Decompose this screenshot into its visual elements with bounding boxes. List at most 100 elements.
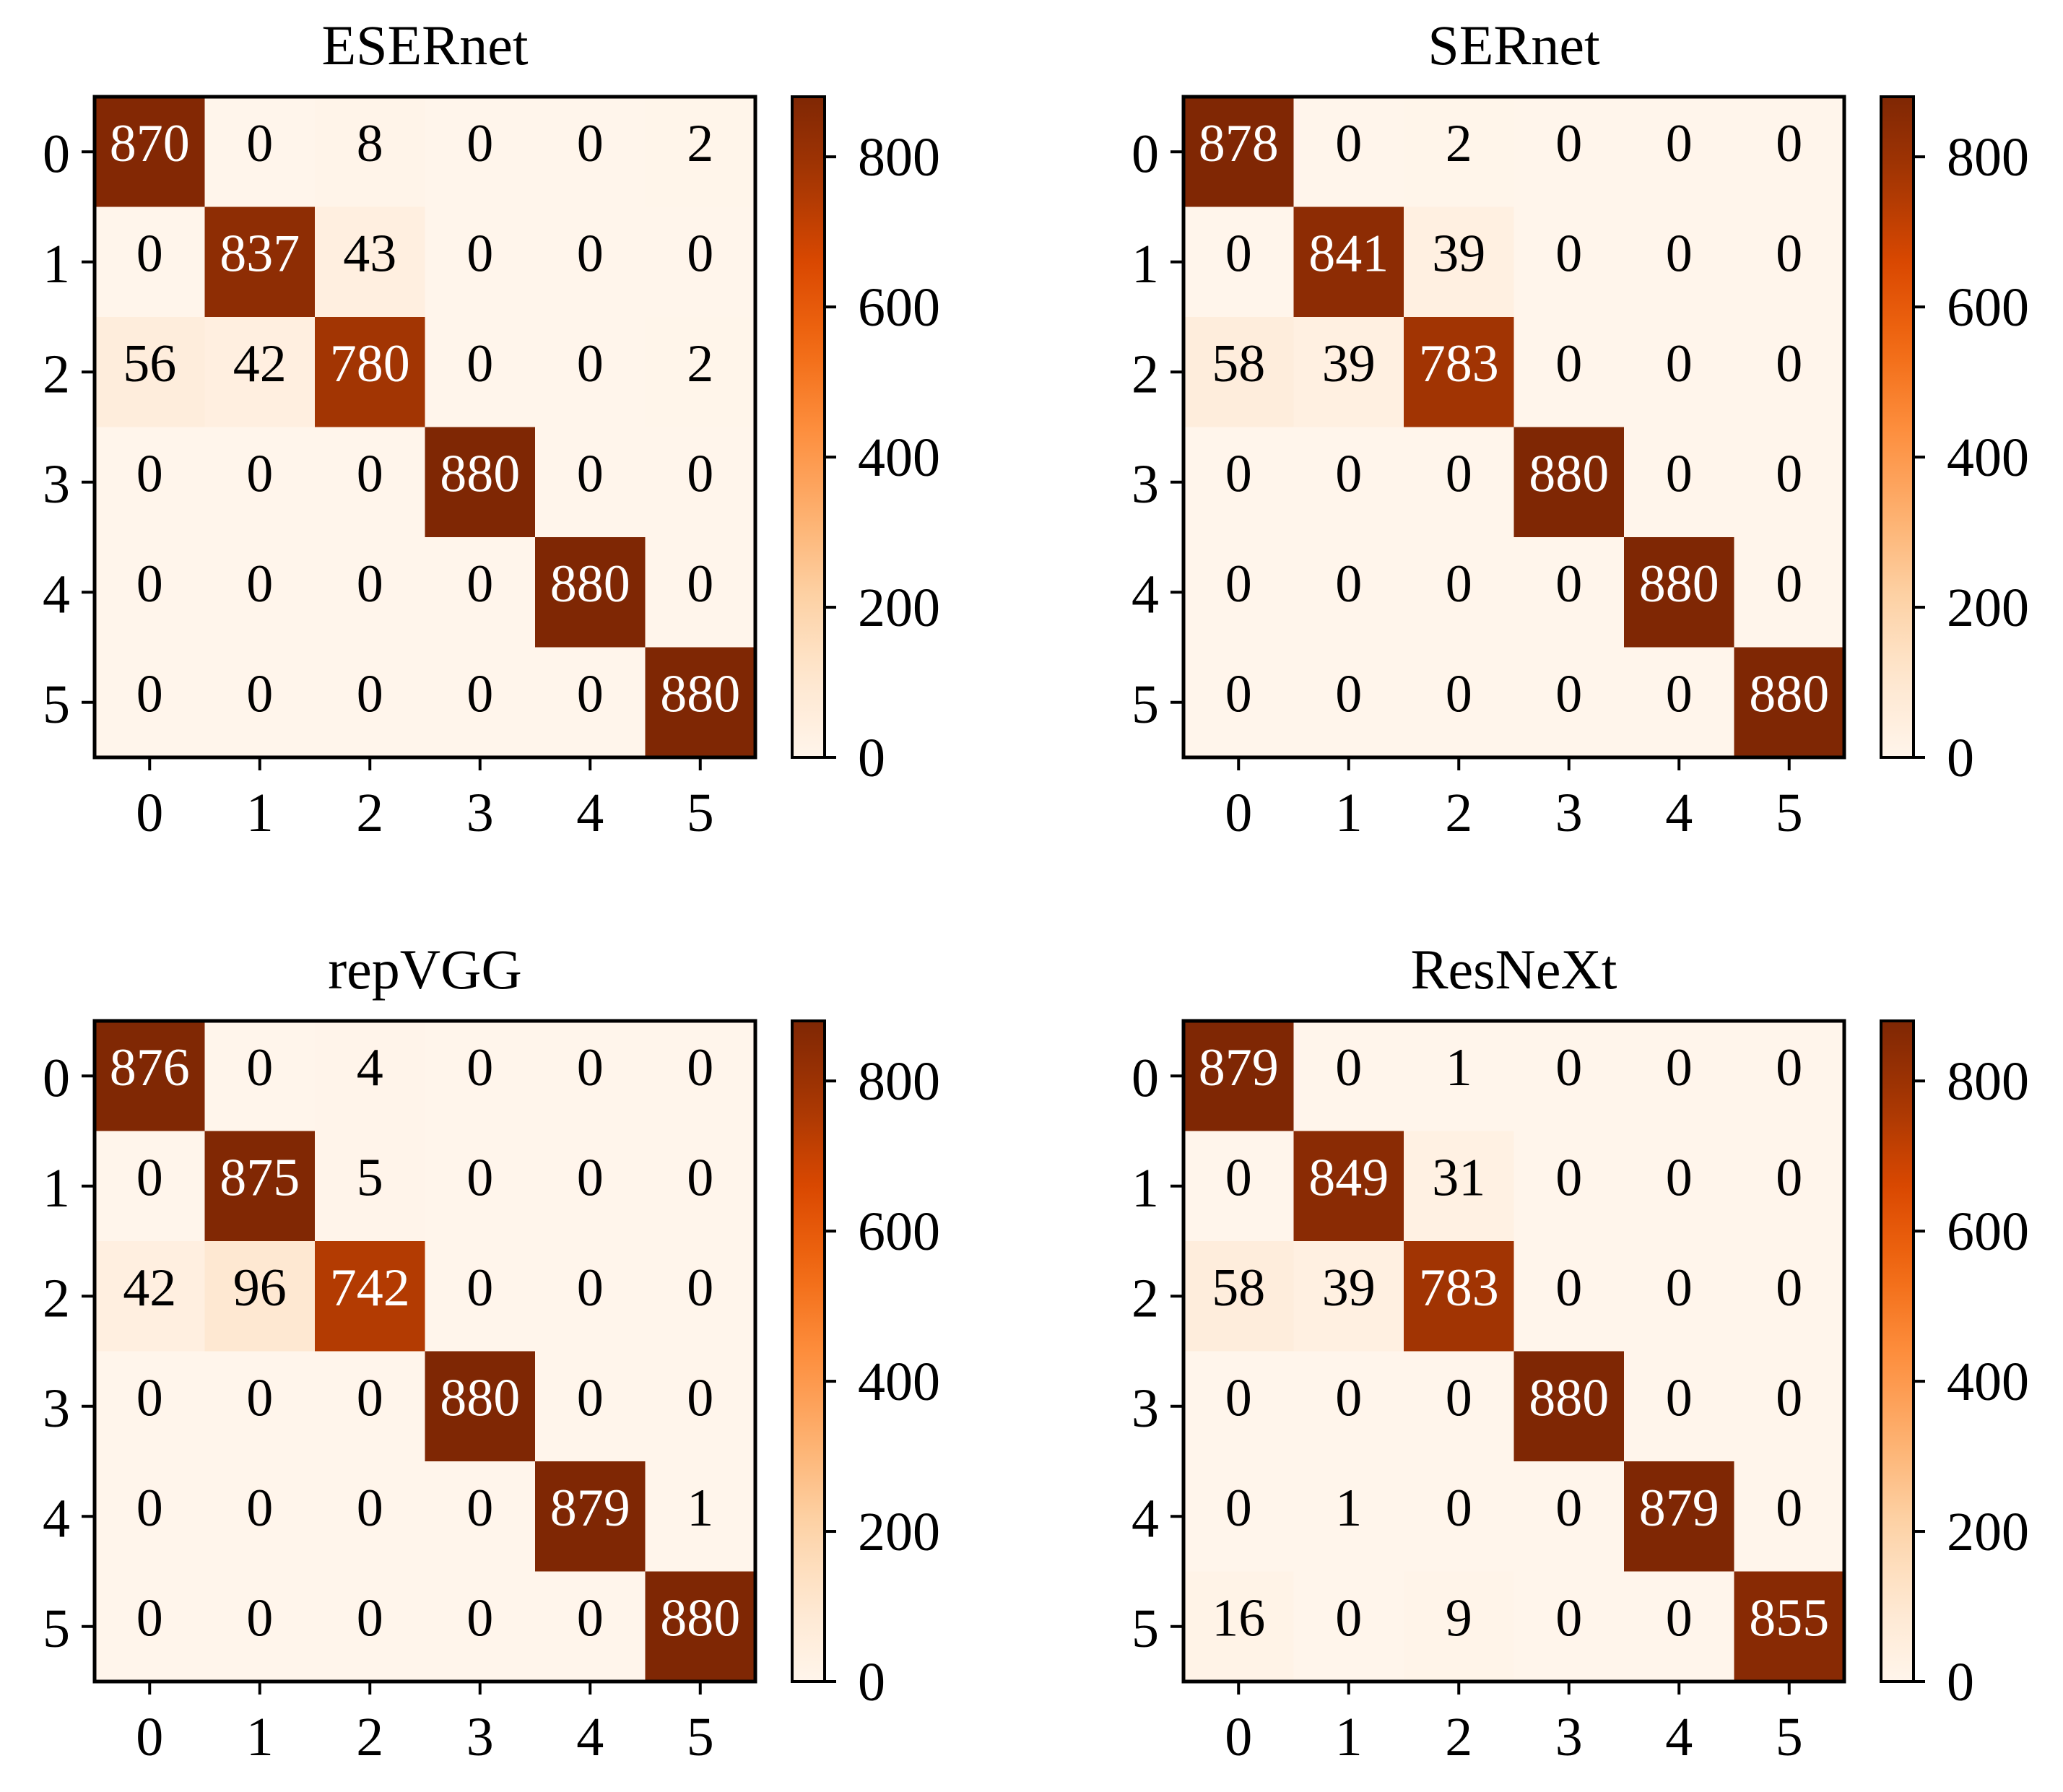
cell-value-label: 0: [1335, 665, 1362, 724]
y-tick-label: 3: [1132, 454, 1159, 515]
heatmap-cell: [1293, 1241, 1404, 1352]
heatmap-cell: [645, 317, 756, 428]
y-tick-label: 4: [43, 1488, 70, 1549]
heatmap-cell: [425, 1571, 536, 1682]
heatmap-cell: [535, 206, 646, 318]
x-tick-label: 5: [687, 783, 714, 843]
cell-value-label: 2: [687, 334, 713, 393]
x-tick-label: 4: [576, 1707, 604, 1767]
cell-value-label: 0: [1776, 225, 1802, 284]
heatmap-cell: [204, 97, 316, 208]
y-tick-label: 0: [1132, 1048, 1159, 1108]
cell-value-label: 0: [1446, 665, 1472, 724]
heatmap-cell: [1513, 1461, 1625, 1573]
cell-value-label: 0: [577, 1258, 604, 1318]
x-tick-label: 1: [246, 783, 274, 843]
cell-value-label: 0: [1776, 554, 1802, 614]
y-tick-label: 3: [43, 454, 70, 515]
heatmap-cell: [95, 1241, 206, 1352]
cell-value-label: 837: [220, 225, 300, 284]
cell-value-label: 0: [136, 554, 163, 614]
heatmap-cell: [1734, 1571, 1845, 1682]
cell-value-label: 0: [687, 1149, 713, 1208]
cell-value-label: 0: [1335, 114, 1362, 173]
heatmap-cell: [315, 1021, 426, 1132]
heatmap-cell: [315, 1241, 426, 1352]
cell-value-label: 0: [466, 665, 493, 724]
heatmap-cell: [535, 317, 646, 428]
chart-title: SERnet: [1428, 14, 1600, 77]
heatmap-cell: [1293, 1131, 1404, 1242]
cell-value-label: 0: [1776, 1479, 1802, 1538]
cell-value-label: 0: [1446, 1479, 1472, 1538]
cell-value-label: 0: [1225, 225, 1252, 284]
cell-value-label: 870: [110, 114, 190, 173]
heatmap-cell: [1404, 1021, 1515, 1132]
heatmap-cell: [645, 1461, 756, 1573]
cell-value-label: 849: [1308, 1149, 1389, 1208]
heatmap-cell: [1513, 1021, 1625, 1132]
x-tick-label: 2: [1445, 783, 1472, 843]
cell-value-label: 0: [1666, 114, 1693, 173]
heatmap-cell: [95, 206, 206, 318]
cell-value-label: 0: [136, 225, 163, 284]
y-tick-label: 0: [43, 123, 70, 184]
x-tick-label: 2: [356, 783, 383, 843]
cell-value-label: 0: [246, 1038, 273, 1097]
x-tick-label: 0: [136, 783, 163, 843]
cell-value-label: 0: [1555, 114, 1582, 173]
heatmap-cell: [645, 537, 756, 648]
heatmap-cell: [1624, 206, 1735, 318]
cell-value-label: 0: [136, 1369, 163, 1428]
heatmap-cell: [425, 1131, 536, 1242]
heatmap-cell: [315, 317, 426, 428]
colorbar-tick-label: 200: [1947, 578, 2029, 638]
heatmap-cell: [1404, 317, 1515, 428]
cell-value-label: 0: [1555, 1589, 1582, 1648]
cell-value-label: 742: [330, 1258, 410, 1318]
cell-value-label: 880: [550, 554, 630, 614]
cell-value-label: 43: [343, 225, 396, 284]
cell-value-label: 0: [1225, 1369, 1252, 1428]
y-tick-label: 1: [1132, 234, 1159, 295]
heatmap-cell: [1513, 317, 1625, 428]
cell-value-label: 0: [1776, 114, 1802, 173]
heatmap-cell: [1404, 1241, 1515, 1352]
heatmap-cell: [315, 1571, 426, 1682]
y-tick-label: 4: [1132, 564, 1159, 625]
heatmap-cell: [1734, 537, 1845, 648]
heatmap-cell: [645, 206, 756, 318]
cell-value-label: 0: [466, 554, 493, 614]
x-tick-label: 3: [466, 1707, 494, 1767]
cell-value-label: 39: [1432, 225, 1485, 284]
cell-value-label: 0: [357, 445, 383, 504]
cell-value-label: 31: [1432, 1149, 1485, 1208]
colorbar-tick-label: 200: [858, 578, 940, 638]
heatmap-cell: [1734, 1461, 1845, 1573]
heatmap-cell: [204, 1571, 316, 1682]
heatmap-cell: [645, 1131, 756, 1242]
cell-value-label: 0: [1555, 1038, 1582, 1097]
heatmap-cell: [1624, 1461, 1735, 1573]
heatmap-cell: [535, 97, 646, 208]
heatmap-cell: [315, 97, 426, 208]
heatmap-cell: [535, 427, 646, 538]
cell-value-label: 841: [1308, 225, 1389, 284]
heatmap-cell: [1183, 427, 1295, 538]
x-tick-label: 4: [1665, 783, 1693, 843]
heatmap-cell: [1293, 647, 1404, 758]
heatmap-cell: [1624, 1021, 1735, 1132]
cell-value-label: 0: [1225, 665, 1252, 724]
heatmap-cell: [425, 97, 536, 208]
heatmap-cell: [1404, 537, 1515, 648]
cell-value-label: 0: [357, 554, 383, 614]
cell-value-label: 9: [1446, 1589, 1472, 1648]
heatmap-cell: [535, 1571, 646, 1682]
heatmap-cell: [1183, 206, 1295, 318]
cell-value-label: 879: [1639, 1479, 1719, 1538]
cell-value-label: 876: [110, 1038, 190, 1097]
x-tick-label: 4: [1665, 1707, 1693, 1767]
cell-value-label: 0: [1335, 1589, 1362, 1648]
heatmap-cell: [95, 97, 206, 208]
